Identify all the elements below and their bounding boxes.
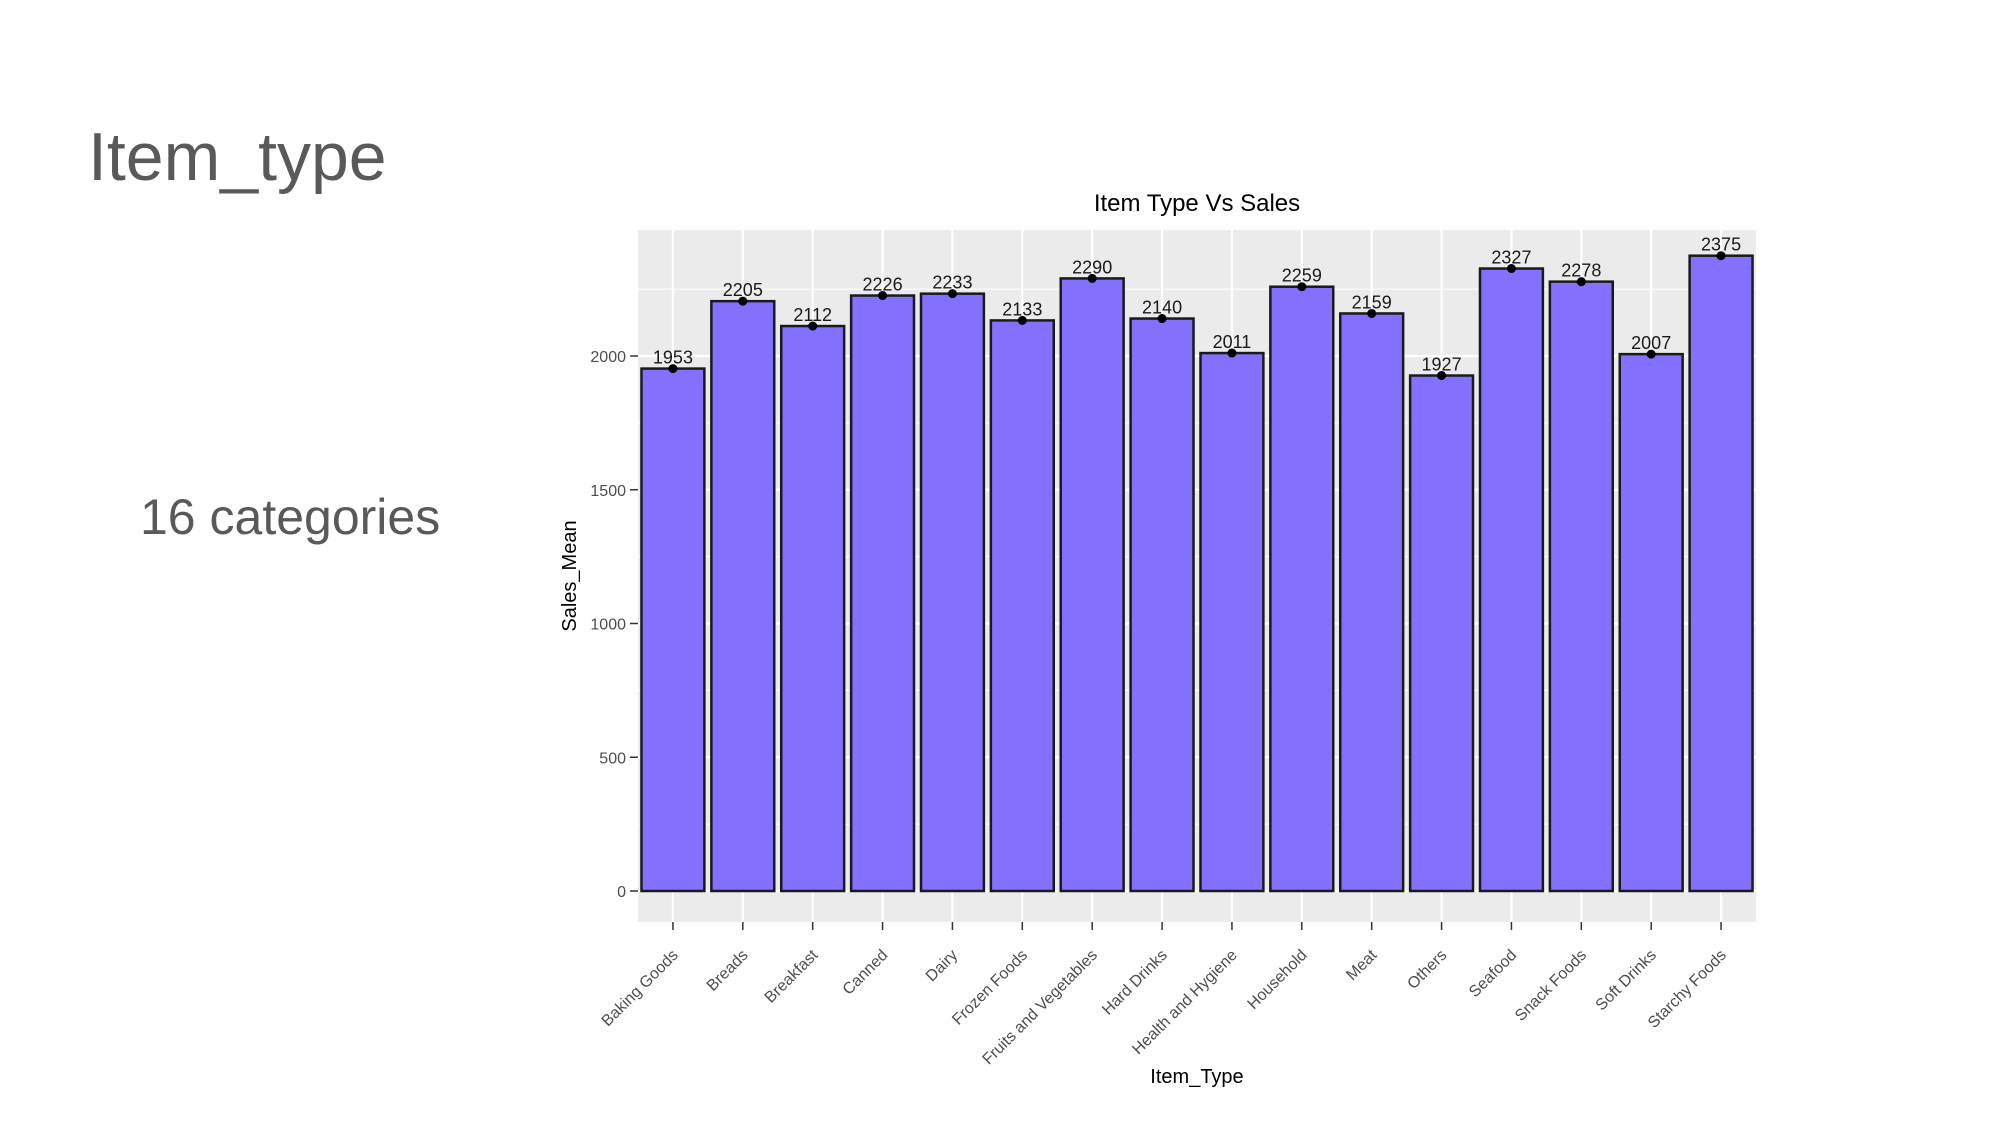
bar xyxy=(1618,352,1684,893)
x-axis-title: Item_Type xyxy=(1150,1066,1243,1088)
data-label: 2290 xyxy=(1072,257,1112,277)
data-point xyxy=(1646,349,1656,359)
slide-title: Item_type xyxy=(88,119,387,195)
x-tick-label: Breakfast xyxy=(762,946,822,1006)
data-label: 2112 xyxy=(793,305,832,325)
data-point xyxy=(1437,371,1447,381)
x-tick-label: Canned xyxy=(840,947,892,999)
x-tick-label: Seafood xyxy=(1466,947,1520,1001)
y-tick-label: 2000 xyxy=(590,349,626,366)
x-tick-label: Soft Drinks xyxy=(1593,947,1660,1014)
data-point xyxy=(1297,282,1307,292)
data-label: 2278 xyxy=(1561,261,1601,281)
data-point xyxy=(1506,264,1516,274)
y-axis-title: Sales_Mean xyxy=(559,520,581,631)
bar xyxy=(1199,351,1265,893)
data-label: 2233 xyxy=(932,273,972,293)
bar xyxy=(779,324,846,893)
data-label: 2205 xyxy=(723,280,763,300)
bar xyxy=(640,367,706,893)
bar xyxy=(1408,374,1475,893)
data-label: 2327 xyxy=(1491,248,1531,268)
data-point xyxy=(1227,348,1237,358)
bar xyxy=(1338,312,1405,893)
data-point xyxy=(808,321,818,331)
slide-subtitle: 16 categories xyxy=(140,489,441,545)
data-point xyxy=(1367,308,1377,318)
y-tick-label: 0 xyxy=(617,884,626,901)
y-tick-label: 1000 xyxy=(590,617,626,634)
chart-title: Item Type Vs Sales xyxy=(1094,190,1300,217)
y-tick-label: 500 xyxy=(599,750,626,767)
data-label: 2007 xyxy=(1631,333,1671,353)
data-point xyxy=(738,296,748,306)
data-label: 2375 xyxy=(1701,235,1741,255)
data-point xyxy=(1157,314,1167,324)
data-point xyxy=(1576,277,1586,287)
bar xyxy=(1269,285,1335,893)
x-tick-label: Others xyxy=(1404,947,1450,993)
data-point xyxy=(1087,273,1097,283)
data-label: 2226 xyxy=(863,275,903,295)
data-label: 1927 xyxy=(1422,355,1462,375)
y-axis: 0 500 1000 1500 2000 xyxy=(590,349,638,901)
bar xyxy=(1478,267,1545,893)
data-label: 2140 xyxy=(1142,298,1182,318)
x-tick-label: Meat xyxy=(1343,946,1381,984)
data-label: 2133 xyxy=(1002,299,1042,319)
bar xyxy=(710,299,776,893)
bar xyxy=(1059,277,1125,893)
data-point xyxy=(668,364,678,374)
bar xyxy=(1548,280,1615,893)
data-label: 2011 xyxy=(1213,332,1252,352)
x-tick-label: Baking Goods xyxy=(599,947,682,1030)
data-label: 2159 xyxy=(1352,292,1392,312)
bar xyxy=(1688,254,1754,893)
x-tick-label: Breads xyxy=(704,947,752,995)
data-point xyxy=(947,289,957,299)
x-axis: Baking Goods Breads Breakfast Canned Dairy Fr… xyxy=(599,922,1730,1068)
y-tick-label: 1500 xyxy=(590,483,626,500)
bar xyxy=(1129,317,1195,893)
x-tick-label: Fruits and Vegetables xyxy=(980,947,1101,1068)
x-tick-label: Household xyxy=(1245,947,1311,1013)
bar xyxy=(919,292,986,893)
bars: 1953 2205 2112 2226 2233 2133 2290 2140 2011 2259… xyxy=(640,235,1754,893)
x-tick-label: Hard Drinks xyxy=(1099,947,1171,1019)
bar xyxy=(849,294,916,893)
data-point xyxy=(878,291,888,301)
data-label: 2259 xyxy=(1282,266,1322,286)
data-point xyxy=(1017,315,1027,325)
x-tick-label: Dairy xyxy=(923,947,961,985)
data-label: 1953 xyxy=(653,348,693,368)
bar xyxy=(989,319,1056,893)
x-tick-label: Snack Foods xyxy=(1512,947,1590,1025)
data-point xyxy=(1716,251,1726,261)
